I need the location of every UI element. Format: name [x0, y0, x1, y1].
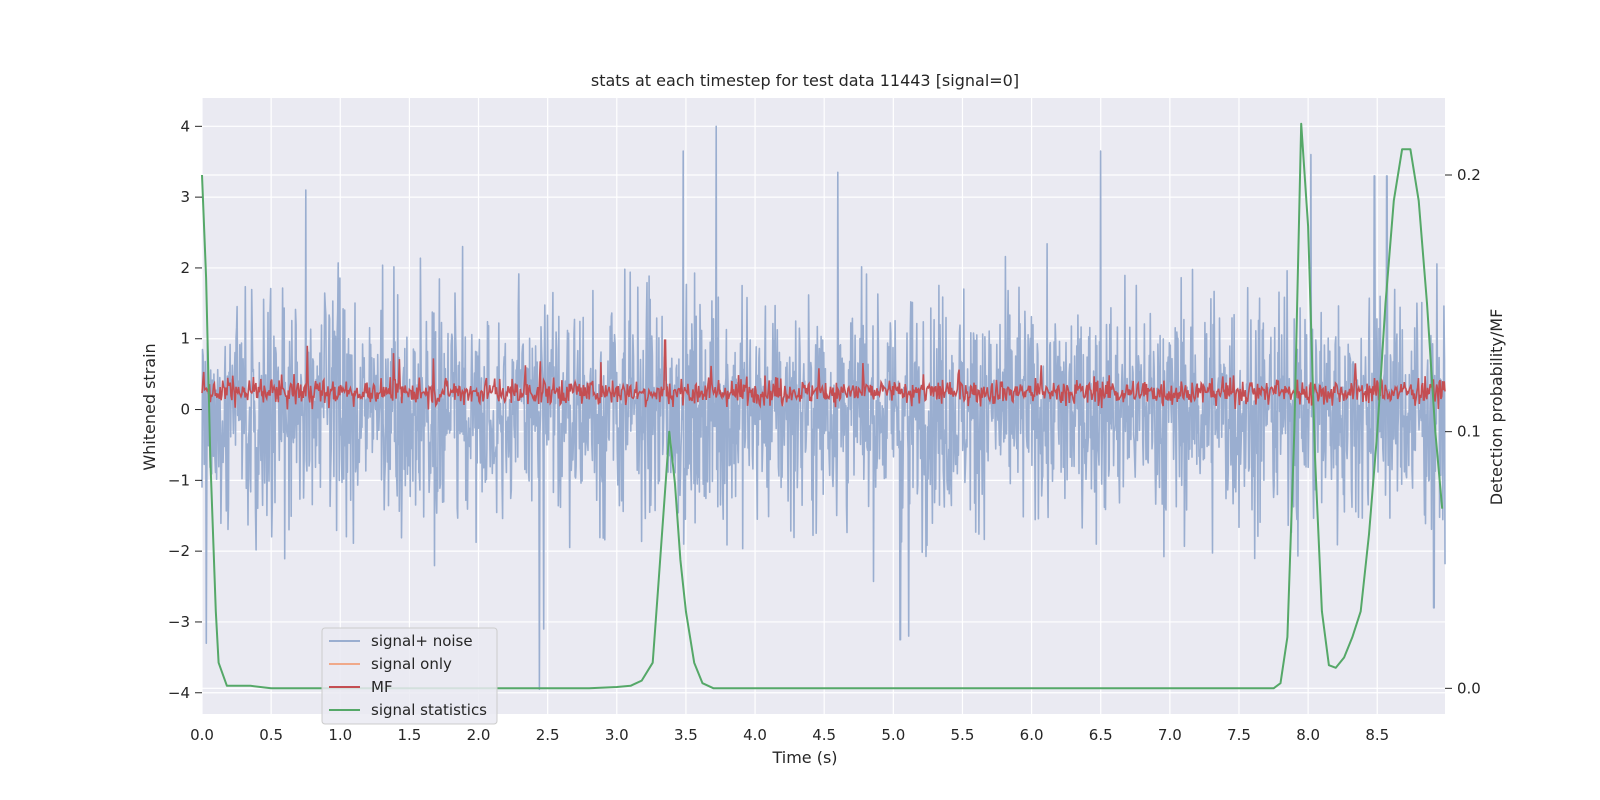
legend-box [321, 627, 498, 725]
y2-tick-label: 0.2 [1457, 166, 1481, 184]
x-tick-label: 7.0 [1158, 726, 1182, 744]
x-tick-label: 7.5 [1227, 726, 1251, 744]
x-tick-label: 0.5 [259, 726, 283, 744]
y-tick-label: −4 [168, 684, 190, 702]
x-axis-label: Time (s) [771, 748, 837, 767]
x-tick-label: 6.5 [1089, 726, 1113, 744]
y-tick-label: −3 [168, 613, 190, 631]
y-tick-label: 4 [180, 117, 190, 135]
legend: signal+ noise signal only MF signal stat… [321, 627, 498, 725]
x-axis-ticks: 0.0 0.5 1.0 1.5 2.0 2.5 3.0 3.5 4.0 4.5 5.0 5.5 6.0 6… [190, 726, 1389, 744]
x-tick-label: 6.0 [1020, 726, 1044, 744]
x-tick-label: 3.5 [674, 726, 698, 744]
x-tick-label: 1.0 [328, 726, 352, 744]
y-axis-ticks: 4 3 2 1 0 −1 −2 −3 −4 [168, 117, 202, 702]
x-tick-label: 4.5 [812, 726, 836, 744]
y-tick-label: 2 [180, 259, 190, 277]
x-tick-label: 2.0 [467, 726, 491, 744]
x-tick-label: 4.0 [743, 726, 767, 744]
legend-label-signal-statistics: signal statistics [371, 701, 487, 719]
y-tick-label: 3 [180, 188, 190, 206]
mf-series [201, 339, 1446, 410]
x-tick-label: 1.5 [397, 726, 421, 744]
legend-label-signal-noise: signal+ noise [371, 632, 473, 650]
x-tick-label: 8.0 [1296, 726, 1320, 744]
chart-title: stats at each timestep for test data 114… [591, 71, 1019, 90]
x-tick-label: 3.0 [605, 726, 629, 744]
legend-label-signal-only: signal only [371, 655, 452, 673]
signal-noise-series [201, 125, 1446, 690]
y-tick-label: −2 [168, 542, 190, 560]
legend-label-mf: MF [371, 678, 393, 696]
y2-axis-ticks: 0.2 0.1 0.0 [1445, 166, 1481, 697]
x-tick-label: 2.5 [536, 726, 560, 744]
y-tick-label: 1 [180, 330, 190, 348]
y-axis-label: Whitened strain [140, 343, 159, 470]
mf-line [201, 339, 1446, 410]
y2-axis-label: Detection probability/MF [1487, 309, 1506, 506]
x-tick-label: 0.0 [190, 726, 214, 744]
y-tick-label: −1 [168, 471, 190, 489]
y2-tick-label: 0.0 [1457, 679, 1481, 697]
x-tick-label: 5.0 [881, 726, 905, 744]
x-tick-label: 5.5 [951, 726, 975, 744]
signal-noise-line [201, 125, 1446, 690]
x-tick-label: 8.5 [1365, 726, 1389, 744]
y-tick-label: 0 [180, 401, 190, 419]
y2-tick-label: 0.1 [1457, 423, 1481, 441]
